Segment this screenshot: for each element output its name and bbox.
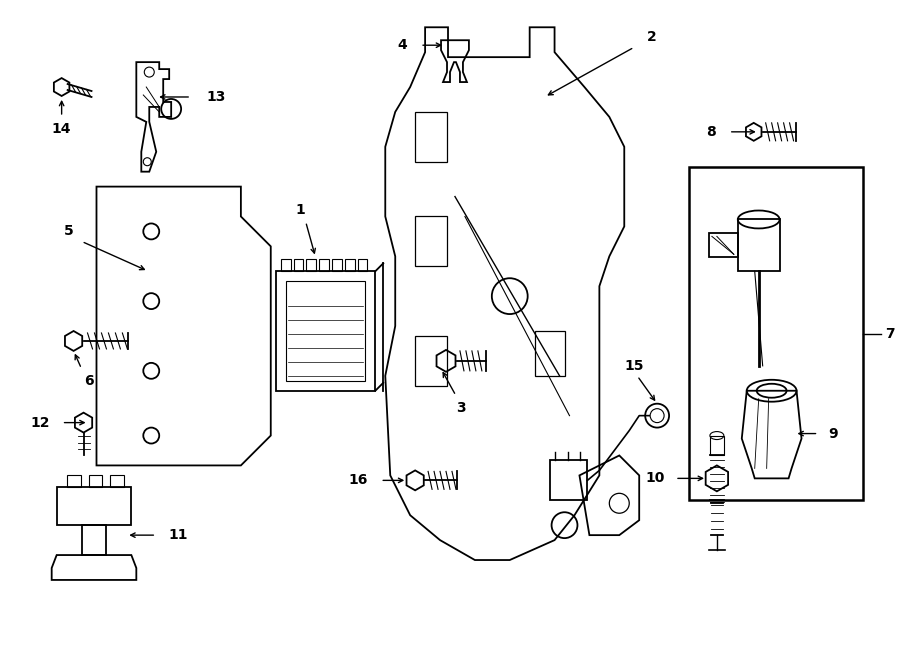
Text: 4: 4: [398, 38, 407, 52]
Bar: [281, 259, 291, 271]
Bar: [306, 259, 316, 271]
Text: 7: 7: [886, 327, 895, 341]
Bar: [535, 331, 564, 376]
Text: 16: 16: [348, 473, 367, 487]
Text: 11: 11: [168, 528, 188, 542]
Bar: [689, 167, 863, 500]
Bar: [415, 112, 447, 162]
Text: 8: 8: [706, 125, 716, 139]
Text: 9: 9: [828, 426, 838, 441]
Text: 13: 13: [206, 90, 225, 104]
Bar: [57, 487, 131, 525]
Text: 15: 15: [625, 359, 644, 373]
Bar: [111, 475, 124, 487]
Text: 2: 2: [647, 30, 657, 44]
Bar: [415, 336, 447, 386]
Bar: [710, 436, 724, 455]
Bar: [82, 525, 106, 555]
Bar: [345, 259, 355, 271]
Text: 1: 1: [296, 202, 305, 217]
Bar: [67, 475, 81, 487]
Text: 10: 10: [645, 471, 665, 485]
Bar: [357, 259, 367, 271]
Text: 12: 12: [31, 416, 50, 430]
Bar: [550, 461, 588, 500]
Bar: [332, 259, 342, 271]
Text: 14: 14: [52, 122, 71, 136]
Bar: [293, 259, 303, 271]
Bar: [275, 271, 375, 391]
Text: 5: 5: [64, 225, 74, 239]
Bar: [320, 259, 329, 271]
Text: 3: 3: [456, 401, 466, 414]
Bar: [415, 217, 447, 266]
Bar: [285, 281, 365, 381]
Text: 6: 6: [84, 373, 94, 388]
Bar: [88, 475, 103, 487]
Bar: [738, 219, 779, 271]
